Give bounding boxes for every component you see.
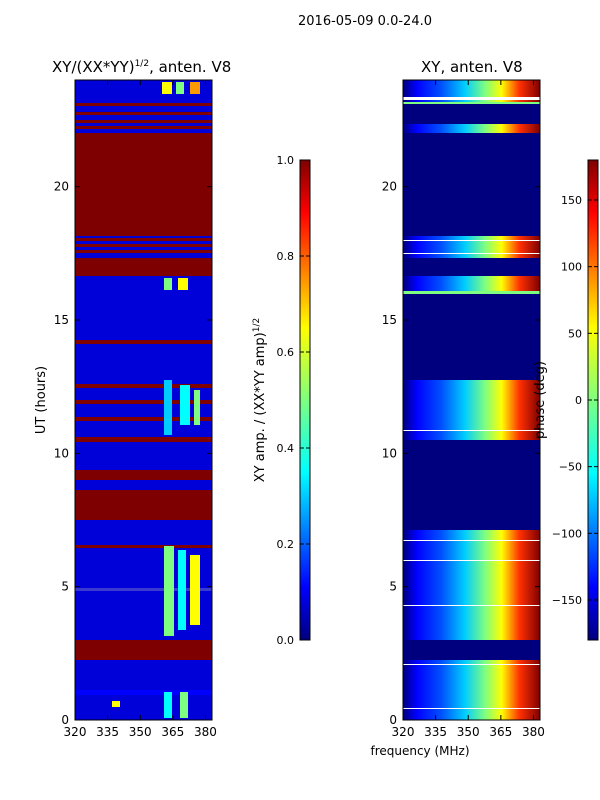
left-colorbar-tick-label: 0.4 <box>277 442 295 455</box>
right-colorbar-ticks: −150 −100 −50 0 50 100 150 <box>552 194 598 607</box>
left-colorbar-ticks: 0.0 0.2 0.4 0.6 0.8 1.0 <box>277 154 310 647</box>
right-colorbar-tick-label: 150 <box>561 194 582 207</box>
left-y-tick-label: 0 <box>61 713 69 727</box>
left-y-tick-label: 15 <box>54 313 69 327</box>
left-x-tick-label: 320 <box>64 725 87 739</box>
right-y-tick-label: 15 <box>382 313 397 327</box>
left-horizontal-bands <box>75 103 212 695</box>
left-title-rest: , anten. V8 <box>149 58 232 76</box>
right-colorbar-tick-label: −50 <box>559 461 582 474</box>
left-colorbar <box>299 159 311 641</box>
right-x-tick-label: 350 <box>457 725 480 739</box>
x-axis-label: frequency (MHz) <box>370 744 469 758</box>
right-axes: 320 335 350 365 380 0 5 10 15 20 <box>382 80 545 739</box>
right-heatmap <box>402 79 541 721</box>
left-y-axis-label: UT (hours) <box>34 366 49 434</box>
left-y-tick-label: 10 <box>54 446 69 460</box>
left-colorbar-tick-label: 0.2 <box>277 538 295 551</box>
right-y-tick-label: 20 <box>382 180 397 194</box>
right-panel-title: XY, anten. V8 <box>421 58 523 76</box>
left-y-tick-label: 5 <box>61 580 69 594</box>
left-panel-title: XY/(XX*YY)1/2, anten. V8 <box>52 58 231 76</box>
left-y-tick-label: 20 <box>54 180 69 194</box>
right-colorbar-tick-label: 50 <box>568 327 582 340</box>
figure-title: 2016-05-09 0.0-24.0 <box>298 14 432 29</box>
left-colorbar-label: XY amp. / (XX*YY amp)1/2 <box>252 318 268 482</box>
left-colorbar-tick-label: 0.0 <box>277 634 295 647</box>
left-axes: 320 335 350 365 380 0 5 10 15 20 <box>54 80 217 739</box>
left-x-tick-label: 350 <box>129 725 152 739</box>
left-x-tick-label: 380 <box>194 725 217 739</box>
left-x-tick-label: 335 <box>96 725 119 739</box>
left-title-exponent: 1/2 <box>134 59 150 69</box>
left-colorbar-label-exponent: 1/2 <box>252 318 262 332</box>
right-white-lines <box>403 97 540 709</box>
left-colorbar-tick-label: 0.8 <box>277 250 295 263</box>
left-title-main: XY/(XX*YY) <box>52 58 135 76</box>
right-x-tick-label: 320 <box>392 725 415 739</box>
left-x-tick-label: 365 <box>161 725 184 739</box>
right-colorbar-tick-label: −150 <box>552 594 582 607</box>
left-colorbar-tick-label: 0.6 <box>277 346 295 359</box>
left-colorbar-tick-label: 1.0 <box>277 154 295 167</box>
right-x-tick-label: 380 <box>522 725 545 739</box>
right-dark-blocks <box>403 104 540 660</box>
right-y-axis-label: phase (deg) <box>533 361 548 439</box>
right-y-tick-label: 5 <box>389 580 397 594</box>
right-y-tick-label: 10 <box>382 446 397 460</box>
right-colorbar-tick-label: 0 <box>575 394 582 407</box>
right-x-tick-label: 335 <box>424 725 447 739</box>
left-bright-channels <box>112 82 200 718</box>
right-colorbar-tick-label: 100 <box>561 261 582 274</box>
right-x-tick-label: 365 <box>489 725 512 739</box>
right-y-tick-label: 0 <box>389 713 397 727</box>
left-heatmap <box>74 79 213 721</box>
left-colorbar-label-main: XY amp. / (XX*YY amp) <box>253 332 268 482</box>
right-colorbar-tick-label: −100 <box>552 527 582 540</box>
